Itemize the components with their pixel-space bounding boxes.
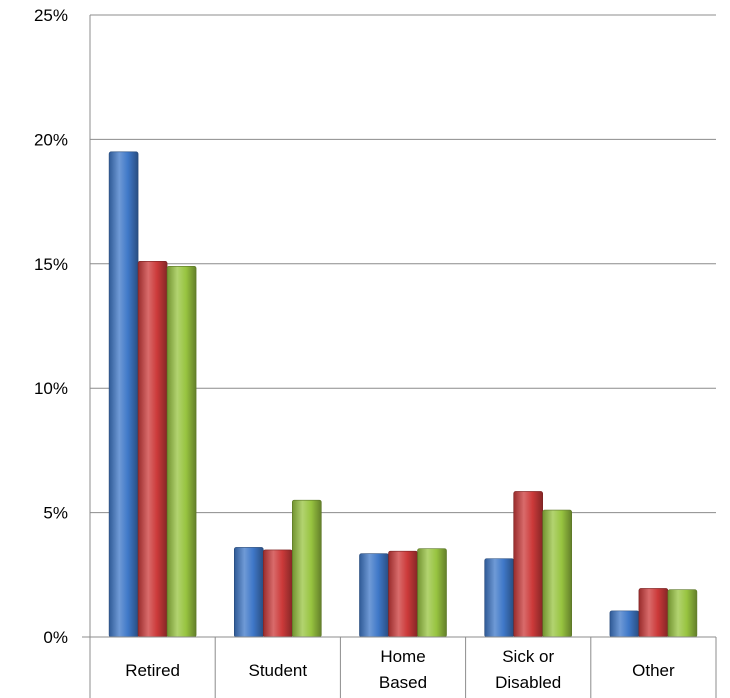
bar <box>667 589 698 638</box>
bars <box>108 151 698 638</box>
category-label: Retired <box>125 661 180 680</box>
bar <box>108 151 139 638</box>
bar <box>609 610 640 638</box>
bar <box>291 499 322 638</box>
category-label: Sick or Disabled <box>495 647 561 692</box>
y-tick-label: 25% <box>34 6 68 25</box>
category-label: Other <box>632 661 675 680</box>
bar <box>359 553 389 638</box>
y-tick-label: 20% <box>34 130 68 149</box>
bar <box>484 558 515 638</box>
bar <box>542 509 573 638</box>
y-tick-label: 10% <box>34 379 68 398</box>
bar <box>137 261 168 638</box>
bar <box>417 548 447 638</box>
bar <box>388 550 418 638</box>
category-labels: Retired Student Home Based Sick or Disabled Ot… <box>125 647 675 692</box>
bar <box>262 549 293 638</box>
y-tick-label: 5% <box>43 504 68 523</box>
axes <box>82 15 717 698</box>
category-label: Student <box>248 661 307 680</box>
category-label: Home Based <box>379 647 427 692</box>
bar <box>638 588 669 638</box>
bar <box>166 265 197 638</box>
y-tick-labels: 0% 5% 10% 15% 20% 25% <box>34 6 68 647</box>
bar <box>234 547 264 638</box>
y-tick-label: 0% <box>43 628 68 647</box>
bar <box>513 491 544 638</box>
y-tick-label: 15% <box>34 255 68 274</box>
